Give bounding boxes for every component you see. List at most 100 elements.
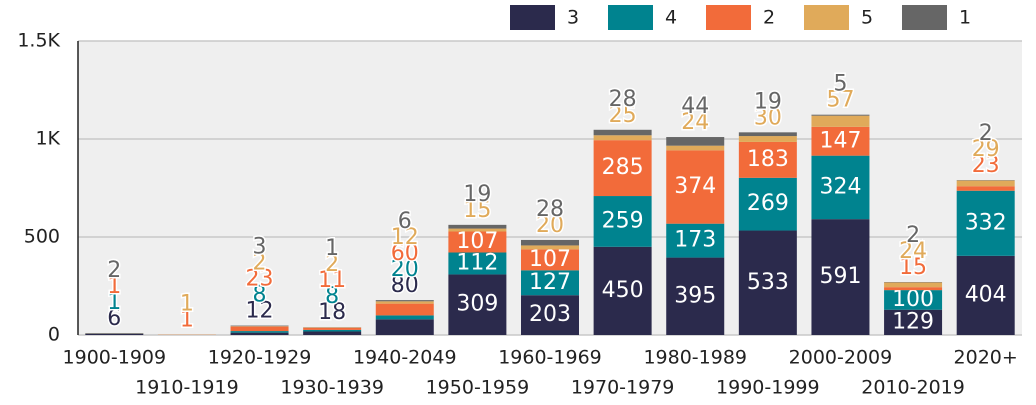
x-tick-label: 2000-2009 <box>789 347 893 369</box>
x-tick-label: 1910-1919 <box>135 377 239 399</box>
bar-segment <box>884 309 943 335</box>
y-tick-label: 1K <box>35 128 60 150</box>
value-label: 112 <box>456 250 498 275</box>
value-label: 395 <box>674 283 716 308</box>
value-label: 2 <box>253 251 267 276</box>
value-label: 203 <box>529 302 571 327</box>
value-label: 269 <box>747 191 789 216</box>
bar-segment <box>303 331 362 335</box>
value-label: 533 <box>747 270 789 295</box>
bar-segment <box>448 228 507 232</box>
value-label: 100 <box>892 287 934 312</box>
value-label: 285 <box>602 155 644 180</box>
x-tick-label: 1930-1939 <box>280 377 384 399</box>
bar-segment <box>230 326 289 332</box>
value-label: 1 <box>107 290 121 315</box>
value-label: 25 <box>609 103 637 128</box>
x-tick-label: 2010-2019 <box>861 377 965 399</box>
legend-label: 5 <box>861 7 873 29</box>
value-label: 29 <box>972 137 1000 162</box>
value-label: 127 <box>529 270 571 295</box>
value-label: 2 <box>325 252 339 277</box>
bar-segment <box>956 186 1015 191</box>
bar-segment <box>666 150 725 224</box>
legend-swatch <box>902 5 947 30</box>
x-tick-label: 1990-1999 <box>716 377 820 399</box>
bar-segment <box>811 114 870 116</box>
value-label: 15 <box>463 198 491 223</box>
bar-segment <box>738 141 797 178</box>
bar-segment <box>811 115 870 127</box>
value-label: 324 <box>819 174 861 199</box>
value-label: 24 <box>681 110 709 135</box>
value-label: 80 <box>391 273 419 298</box>
value-label: 57 <box>826 88 854 113</box>
legend-swatch <box>706 5 751 30</box>
bar-segment <box>448 231 507 253</box>
bar-segment <box>230 325 289 327</box>
bar-segment <box>738 230 797 335</box>
bar-segment <box>230 332 289 335</box>
value-label: 44 <box>681 94 709 119</box>
bar-segment <box>738 136 797 142</box>
y-tick-label: 0 <box>48 324 60 346</box>
bar-segment <box>448 252 507 275</box>
value-label: 15 <box>899 255 927 280</box>
x-tick-label: 1970-1979 <box>571 377 675 399</box>
bar-segment <box>375 301 434 304</box>
bar-segment <box>230 331 289 333</box>
bar-segment <box>666 145 725 151</box>
x-tick-label: 1900-1909 <box>63 347 167 369</box>
legend-swatch <box>804 5 849 30</box>
value-label: 1 <box>325 236 339 261</box>
bar-segment <box>738 132 797 137</box>
value-label: 6 <box>107 306 121 331</box>
legend-label: 4 <box>665 7 677 29</box>
value-label: 11 <box>318 268 346 293</box>
legend-label: 3 <box>567 7 579 29</box>
value-label: 591 <box>819 264 861 289</box>
value-label: 30 <box>754 105 782 130</box>
value-label: 309 <box>456 292 498 317</box>
bar-segment <box>303 329 362 332</box>
value-label: 6 <box>398 209 412 234</box>
y-tick-label: 1.5K <box>17 30 60 52</box>
value-label: 23 <box>246 267 274 292</box>
x-tick-label: 1950-1959 <box>426 377 530 399</box>
bar-segment <box>593 140 652 197</box>
y-tick-label: 500 <box>24 226 60 248</box>
x-tick-label: 2020+ <box>954 347 1018 369</box>
bar-segment <box>375 303 434 316</box>
bar-segment <box>956 255 1015 335</box>
value-label: 2 <box>906 223 920 248</box>
value-label: 20 <box>536 213 564 238</box>
value-label: 374 <box>674 174 716 199</box>
legend-label: 1 <box>959 7 971 29</box>
value-label: 2 <box>107 258 121 283</box>
value-label: 450 <box>602 278 644 303</box>
bar-segment <box>884 282 943 288</box>
bar-segment <box>811 126 870 156</box>
value-label: 5 <box>833 72 847 97</box>
value-label: 19 <box>754 89 782 114</box>
x-tick-label: 1940-2049 <box>353 347 457 369</box>
bar-segment <box>593 196 652 247</box>
value-label: 20 <box>391 257 419 282</box>
value-label: 183 <box>747 147 789 172</box>
value-label: 28 <box>609 87 637 112</box>
bar-segment <box>521 295 579 335</box>
bar-segment <box>956 180 1015 187</box>
bar-segment <box>884 287 943 291</box>
legend-swatch <box>510 5 555 30</box>
bar-segment <box>593 246 652 335</box>
bar-segment <box>521 245 579 250</box>
value-label: 8 <box>325 284 339 309</box>
bar-segment <box>521 270 579 296</box>
value-label: 12 <box>391 225 419 250</box>
bar-segment <box>593 135 652 141</box>
x-tick-label: 1980-1989 <box>643 347 747 369</box>
value-label: 107 <box>529 247 571 272</box>
value-label: 2 <box>979 121 993 146</box>
value-label: 259 <box>602 208 644 233</box>
